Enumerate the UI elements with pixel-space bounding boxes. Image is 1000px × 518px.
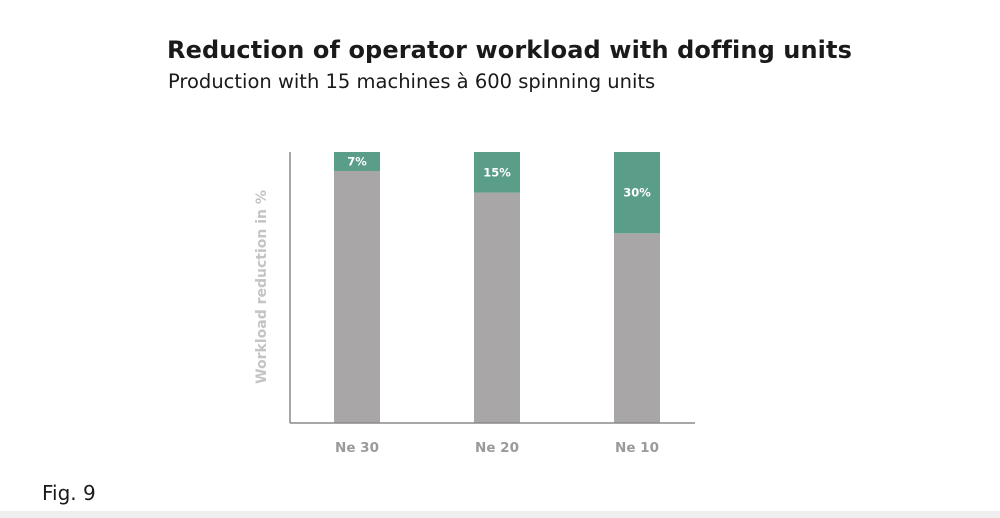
bar-reduction-1 [334,152,380,171]
figure-label: Fig. 9 [42,481,96,505]
bar-base-2 [474,192,520,423]
bar-data-label-3: 30% [623,186,651,200]
bar-reduction-2 [474,152,520,193]
x-tick-label-3: Ne 10 [615,440,659,456]
x-tick-label-2: Ne 20 [475,440,519,456]
bar-base-1 [334,170,380,423]
labels-layer: 7% Ne 30 15% Ne 20 30% Ne 10 Workload reductio… [254,154,659,456]
axes-layer [289,152,695,424]
x-tick-label-1: Ne 30 [335,440,379,456]
bar-base-3 [614,233,660,423]
chart-title: Reduction of operator workload with doff… [167,36,852,64]
bottom-divider [0,511,1000,518]
y-axis-title: Workload reduction in % [254,190,270,384]
chart-subtitle: Production with 15 machines à 600 spinni… [168,70,656,93]
bar-data-label-1: 7% [347,154,367,168]
bars-layer [334,152,660,423]
bar-data-label-2: 15% [483,165,511,179]
bar-reduction-3 [614,152,660,234]
